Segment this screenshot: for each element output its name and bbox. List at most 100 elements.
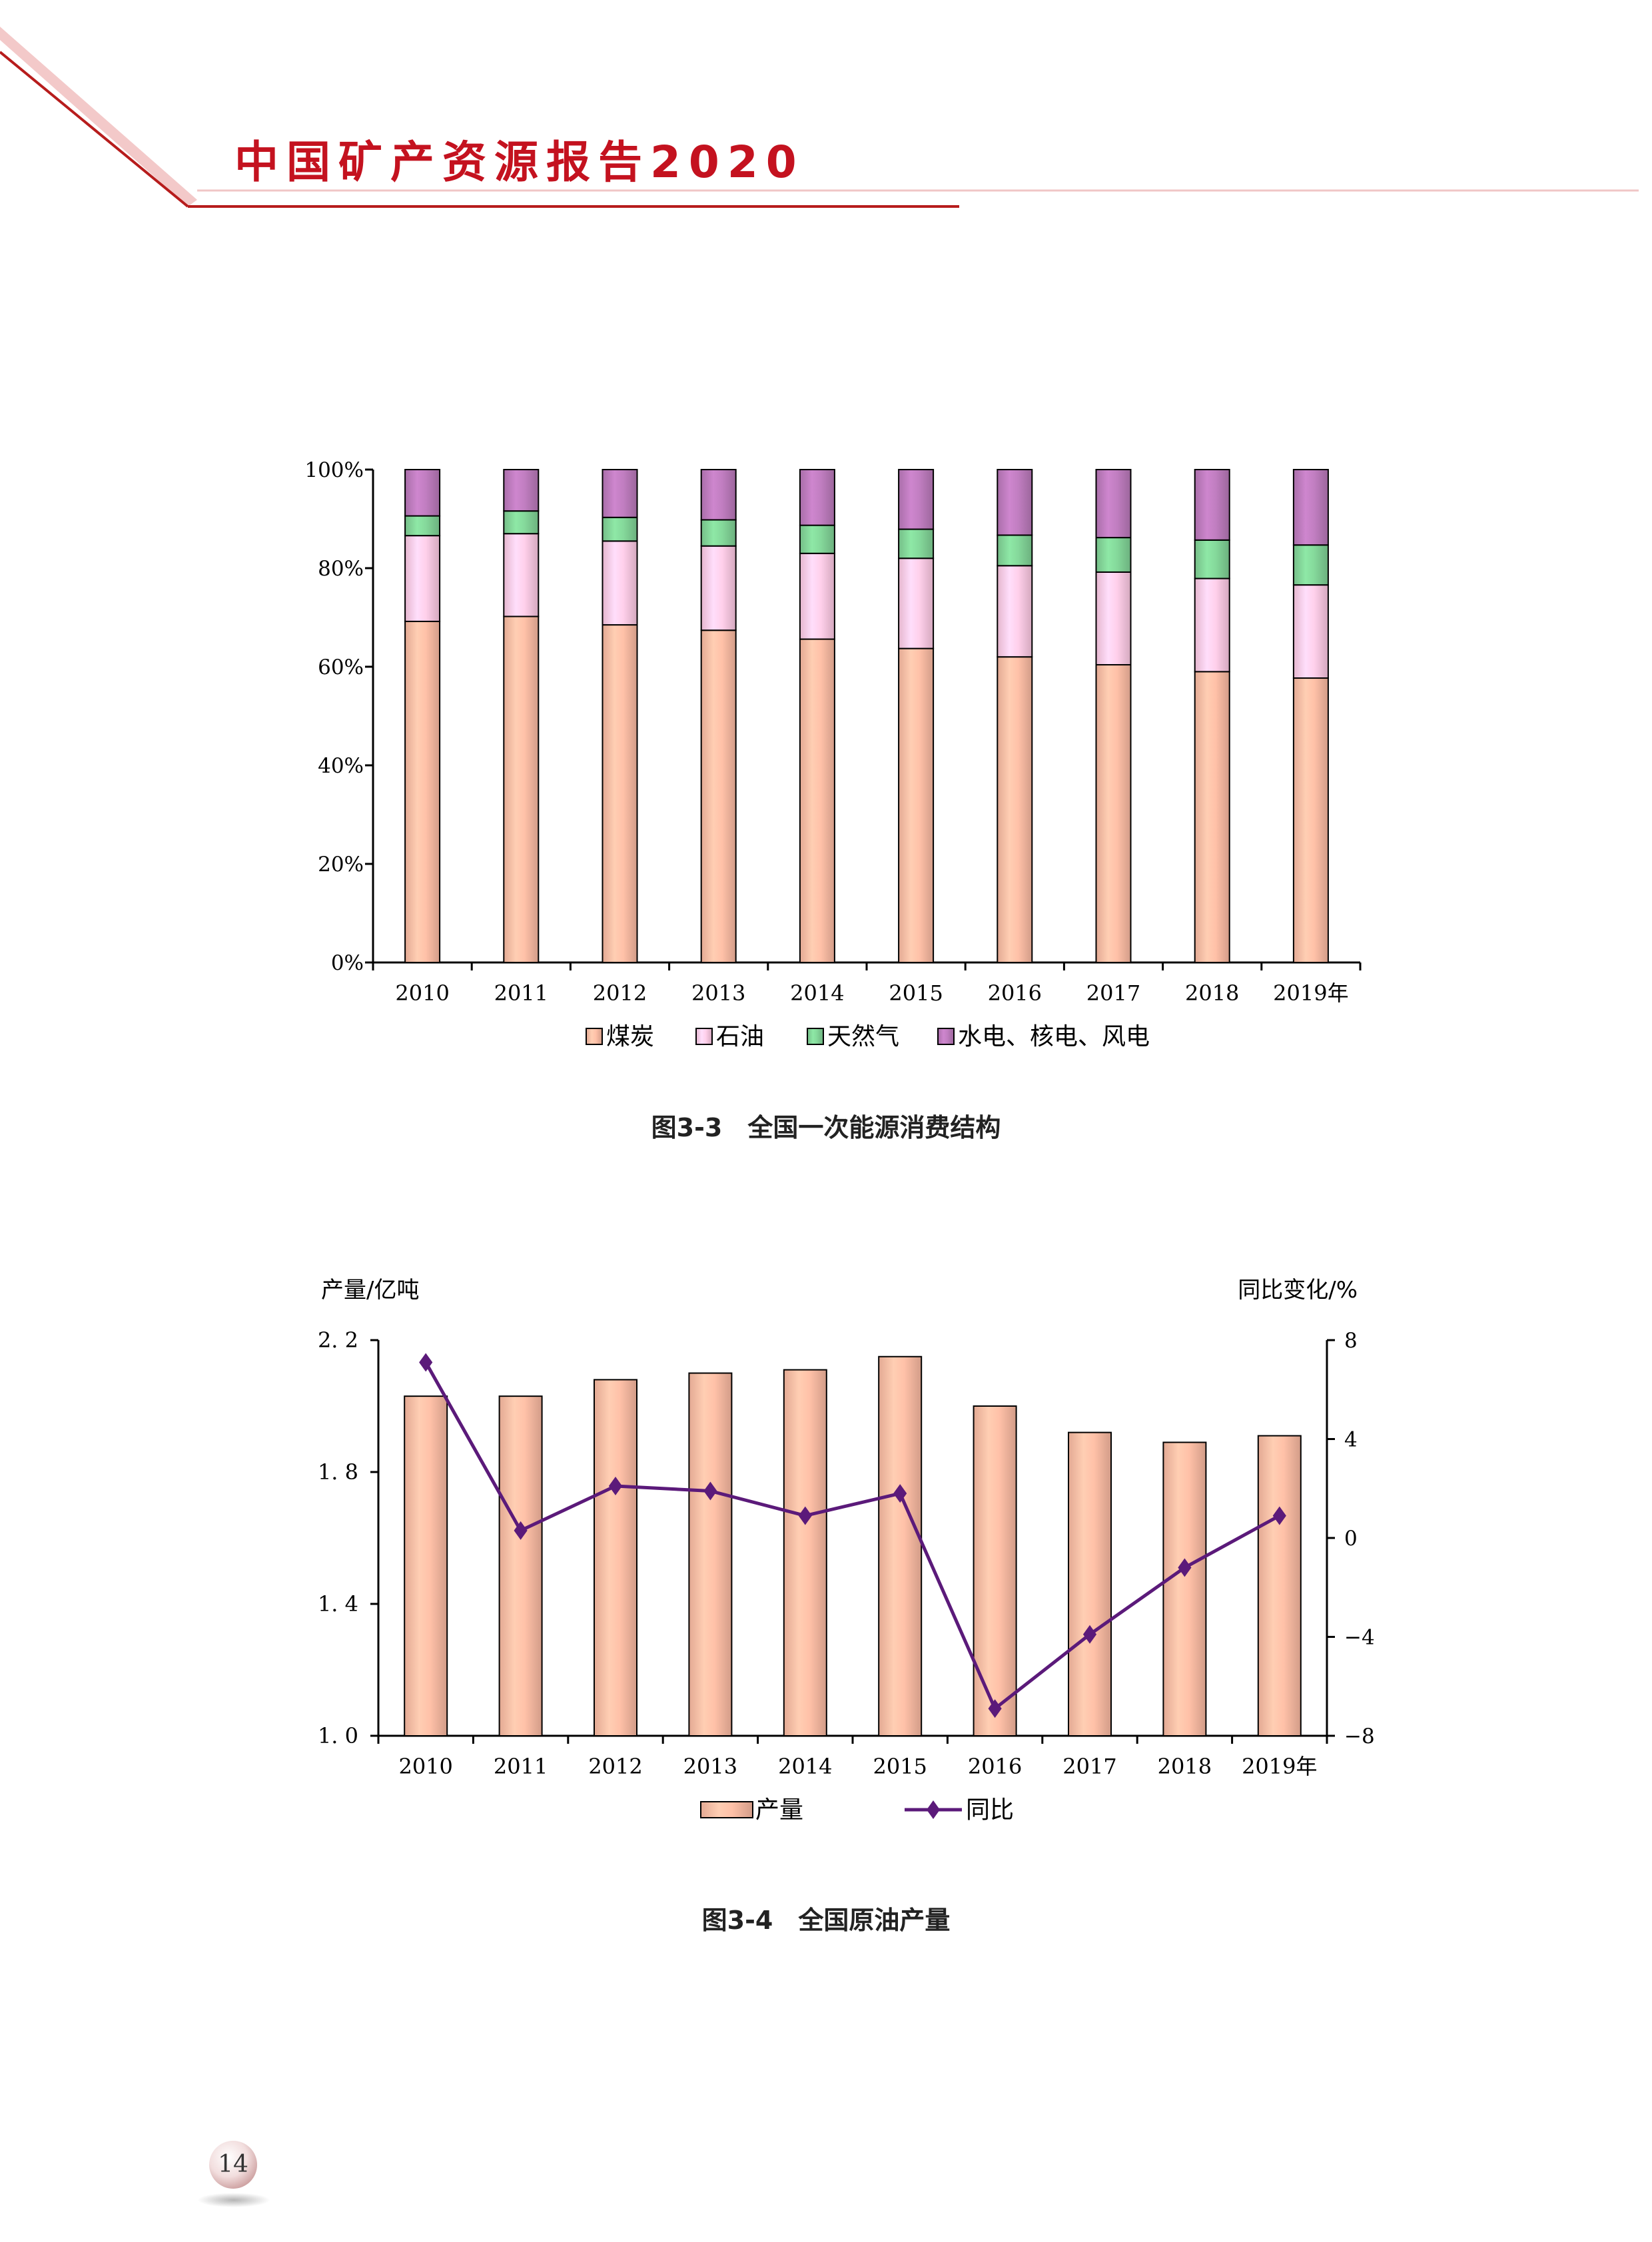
production-bar	[1162, 1441, 1207, 1736]
x-tick-label: 2017	[1086, 980, 1140, 1006]
yoy-point-marker	[1178, 1558, 1192, 1577]
bar-segment	[898, 647, 935, 963]
bar-segment	[602, 516, 638, 542]
left-y-tick-label: 1. 0	[318, 1723, 358, 1748]
bar-segment	[700, 469, 737, 521]
x-tick-label: 2013	[691, 980, 745, 1006]
x-tick-label: 2015	[889, 980, 943, 1006]
page-number-badge: 14	[197, 2137, 270, 2210]
production-bar	[404, 1395, 448, 1736]
production-bar	[878, 1355, 923, 1736]
x-tick-label: 2014	[790, 980, 844, 1006]
production-bar	[1068, 1431, 1112, 1736]
bar-segment	[898, 528, 935, 560]
x-tick-label: 2011	[494, 980, 548, 1006]
right-y-tick-label: −4	[1344, 1626, 1375, 1650]
yoy-point-marker	[608, 1477, 623, 1496]
legend-swatch-production	[700, 1801, 753, 1818]
bar-segment	[1095, 571, 1132, 666]
yoy-point-marker	[419, 1353, 433, 1372]
yoy-point-marker	[798, 1506, 812, 1525]
bar-segment	[799, 469, 835, 526]
y-tick-label: 0%	[331, 951, 364, 975]
production-bar	[498, 1395, 543, 1736]
bar-segment	[799, 638, 835, 963]
page-number-shadow	[197, 2193, 270, 2207]
bar-segment	[404, 620, 441, 964]
energy-structure-chart: 0% 20% 40% 60% 80% 100% 2010 2011 2012 2013 2014 20…	[304, 458, 1362, 1050]
header-diagonal-line	[0, 51, 189, 208]
bar-segment	[1292, 469, 1329, 546]
yoy-point-marker	[514, 1521, 528, 1540]
x-tick-label: 2016	[988, 980, 1042, 1006]
legend-swatch	[586, 1028, 603, 1045]
bar-segment	[1194, 577, 1230, 673]
y-tick-label: 40%	[318, 754, 364, 778]
production-bar	[783, 1369, 827, 1737]
production-bar	[1257, 1435, 1302, 1737]
left-axis-title: 产量/亿吨	[321, 1277, 419, 1304]
x-tick-label: 2019年	[1242, 1754, 1317, 1779]
yoy-point-marker	[988, 1699, 1002, 1718]
legend-label: 天然气	[827, 1023, 899, 1050]
bar-segment	[503, 469, 540, 512]
bar-segment	[404, 535, 441, 622]
production-bar	[688, 1372, 733, 1736]
bar-segment	[997, 565, 1033, 658]
bar-segment	[1292, 544, 1329, 586]
bar-segment	[1095, 664, 1132, 963]
right-y-tick-label: −8	[1344, 1724, 1375, 1748]
x-tick-label: 2017	[1062, 1754, 1116, 1779]
bar-segment	[700, 545, 737, 631]
production-bar	[594, 1379, 637, 1736]
left-y-tick-label: 1. 4	[318, 1591, 358, 1617]
production-bar	[973, 1405, 1017, 1736]
x-tick-label: 2014	[778, 1754, 832, 1779]
legend-swatch	[695, 1028, 713, 1045]
bar-segment	[1095, 537, 1132, 573]
yoy-point-marker	[703, 1481, 717, 1501]
report-title: 中国矿产资源报告2020	[234, 137, 805, 188]
x-tick-label: 2011	[494, 1754, 548, 1779]
page-number: 14	[209, 2141, 257, 2189]
left-y-tick-label: 2. 2	[318, 1327, 358, 1353]
right-y-tick-label: 4	[1344, 1428, 1358, 1452]
bar-segment	[1292, 584, 1329, 679]
x-tick-label: 2018	[1185, 980, 1239, 1006]
bar-segment	[1194, 469, 1230, 541]
x-tick-label: 2012	[593, 980, 647, 1006]
legend-label: 水电、核电、风电	[958, 1023, 1150, 1050]
legend-swatch	[807, 1028, 824, 1045]
bar-segment	[503, 615, 540, 963]
figure-caption-3-4: 图3-4 全国原油产量	[701, 1906, 951, 1935]
bar-segment	[700, 629, 737, 963]
yoy-point-marker	[1082, 1625, 1097, 1644]
left-y-tick-label: 1. 8	[318, 1459, 358, 1485]
crude-oil-production-chart: 产量/亿吨 同比变化/% 1. 0 1. 4 1. 8 2. 2 −8 −4 0 4 8 2010 20…	[318, 1277, 1375, 1824]
x-tick-label: 2012	[588, 1754, 642, 1779]
x-tick-label: 2016	[968, 1754, 1022, 1779]
y-tick-label: 100%	[304, 458, 364, 482]
legend-label: 石油	[716, 1023, 764, 1050]
right-y-tick-label: 8	[1344, 1329, 1358, 1353]
bar-segment	[1194, 671, 1230, 963]
bar-segment	[898, 558, 935, 649]
legend-label-production: 产量	[755, 1796, 803, 1824]
x-tick-label: 2010	[395, 980, 449, 1006]
x-tick-label: 2015	[873, 1754, 927, 1779]
x-tick-label: 2019年	[1273, 980, 1348, 1006]
bar-segment	[997, 656, 1033, 963]
bar-segment	[1292, 677, 1329, 963]
legend-marker-yoy	[927, 1800, 940, 1819]
y-tick-label: 60%	[318, 655, 364, 679]
bar-segment	[1095, 469, 1132, 539]
bar-segment	[898, 469, 935, 530]
bar-segment	[602, 540, 638, 626]
bar-segment	[503, 533, 540, 617]
x-tick-label: 2013	[683, 1754, 737, 1779]
bar-segment	[404, 469, 441, 517]
header-decoration	[0, 27, 1639, 208]
bar-segment	[602, 624, 638, 963]
y-tick-label: 20%	[318, 853, 364, 877]
bar-segment	[799, 552, 835, 640]
